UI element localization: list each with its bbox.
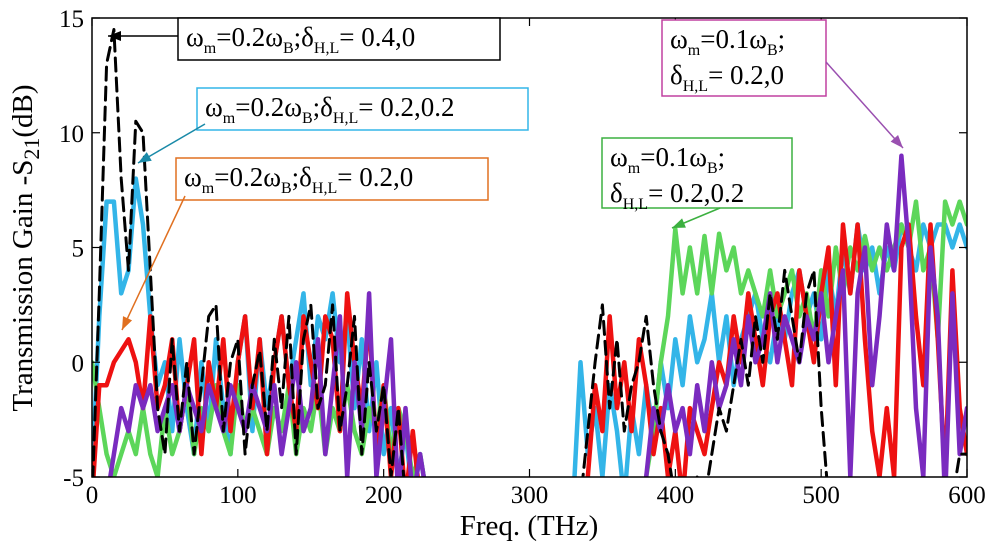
subscript: m: [223, 110, 236, 127]
subscript: m: [202, 180, 215, 197]
x-tick-label: 0: [86, 482, 99, 509]
plot-lines: [92, 28, 967, 477]
y-tick-label: 10: [59, 121, 84, 148]
subscript: H,L: [623, 196, 648, 213]
y-axis-label: Transmission Gain -S21(dB): [7, 84, 44, 411]
text-part: ω: [670, 24, 688, 54]
text-part: ω: [610, 142, 628, 172]
annotation-arrow: [121, 195, 186, 331]
text-part: =0.2ω: [235, 92, 302, 122]
subscript: m: [688, 42, 701, 59]
subscript: H,L: [314, 40, 339, 57]
y-tick-label: 15: [59, 6, 84, 33]
annotation-text: ωm=0.2ωB;δH,L= 0.4,0: [186, 22, 415, 57]
x-tick-label: 300: [511, 482, 549, 509]
x-tick-label: 600: [948, 482, 986, 509]
subscript: B: [707, 160, 718, 177]
text-part: ;: [778, 24, 786, 54]
annotation-text: ωm=0.2ωB;δH,L= 0.2,0: [184, 162, 413, 197]
y-tick-label: 5: [72, 236, 85, 263]
text-part: = 0.2,0: [337, 162, 413, 192]
annotation-box: [175, 157, 489, 201]
x-tick-label: 200: [365, 482, 403, 509]
subscript: B: [283, 40, 294, 57]
subscript: 21: [19, 138, 44, 160]
series-line: [92, 28, 967, 477]
arrow-head: [108, 31, 121, 41]
text-part: Transmission Gain -S: [7, 160, 39, 412]
text-part: ω: [205, 92, 223, 122]
text-part: = 0.2,0.2: [358, 92, 454, 122]
x-axis-label: Freq. (THz): [460, 510, 599, 542]
arrow-head: [890, 134, 903, 148]
subscript: H,L: [312, 180, 337, 197]
x-tick-label: 500: [802, 482, 840, 509]
text-part: (dB): [7, 84, 39, 137]
arrow-head: [138, 152, 152, 163]
text-part: ;δ: [294, 22, 314, 52]
annotation-text: ωm=0.2ωB;δH,L= 0.2,0.2: [205, 92, 454, 127]
subscript: H,L: [333, 110, 358, 127]
text-part: =0.2ω: [216, 22, 283, 52]
subscript: m: [628, 160, 641, 177]
text-part: = 0.4,0: [339, 22, 415, 52]
text-part: =0.1ω: [640, 142, 707, 172]
text-part: =0.2ω: [214, 162, 281, 192]
text-part: = 0.2,0.2: [648, 178, 744, 208]
arrow-head: [122, 316, 133, 330]
text-part: ;δ: [313, 92, 333, 122]
annotation-arrow: [825, 61, 904, 149]
y-tick-label: 0: [72, 350, 85, 377]
annotation-text: ωm=0.1ωB;: [670, 24, 785, 59]
annotation-text: δH,L= 0.2,0: [670, 60, 784, 95]
annotation-box: [601, 137, 793, 209]
text-part: ω: [186, 22, 204, 52]
subscript: B: [281, 180, 292, 197]
subscript: B: [767, 42, 778, 59]
series-line: [107, 153, 967, 477]
text-part: ;: [718, 142, 726, 172]
annotation-box: [196, 87, 529, 131]
text-part: δ: [610, 178, 623, 208]
x-tick-label: 400: [657, 482, 695, 509]
annotation-box: [177, 17, 501, 61]
subscript: m: [204, 40, 217, 57]
x-tick-label: 100: [219, 482, 257, 509]
arrow-head: [672, 218, 686, 228]
text-part: ω: [184, 162, 202, 192]
subscript: H,L: [683, 78, 708, 95]
text-part: δ: [670, 60, 683, 90]
annotation-text: ωm=0.1ωB;: [610, 142, 725, 177]
y-tick-label: -5: [63, 465, 84, 492]
text-part: =0.1ω: [700, 24, 767, 54]
annotation-box: [661, 19, 827, 97]
subscript: B: [302, 110, 313, 127]
text-part: = 0.2,0: [708, 60, 784, 90]
text-part: ;δ: [292, 162, 312, 192]
annotation-text: δH,L= 0.2,0.2: [610, 178, 744, 213]
